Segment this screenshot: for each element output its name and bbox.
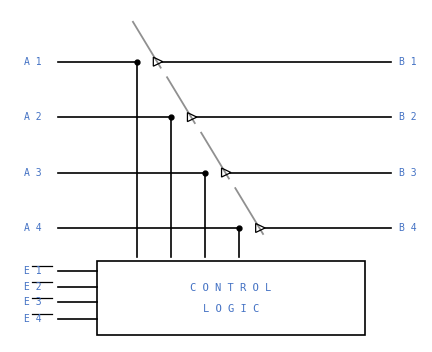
Text: E 1: E 1 [24, 266, 42, 276]
Text: B 1: B 1 [399, 57, 416, 67]
Text: L O G I C: L O G I C [203, 303, 259, 314]
Text: B 2: B 2 [399, 112, 416, 122]
Text: B 3: B 3 [399, 168, 416, 177]
Text: E 4: E 4 [24, 314, 42, 324]
FancyBboxPatch shape [97, 261, 365, 335]
Text: B 4: B 4 [399, 223, 416, 233]
Text: A 4: A 4 [24, 223, 42, 233]
Text: E 3: E 3 [24, 297, 42, 307]
Text: A 2: A 2 [24, 112, 42, 122]
Text: A 1: A 1 [24, 57, 42, 67]
Text: C O N T R O L: C O N T R O L [191, 283, 272, 293]
Text: E 2: E 2 [24, 282, 42, 292]
Text: A 3: A 3 [24, 168, 42, 177]
